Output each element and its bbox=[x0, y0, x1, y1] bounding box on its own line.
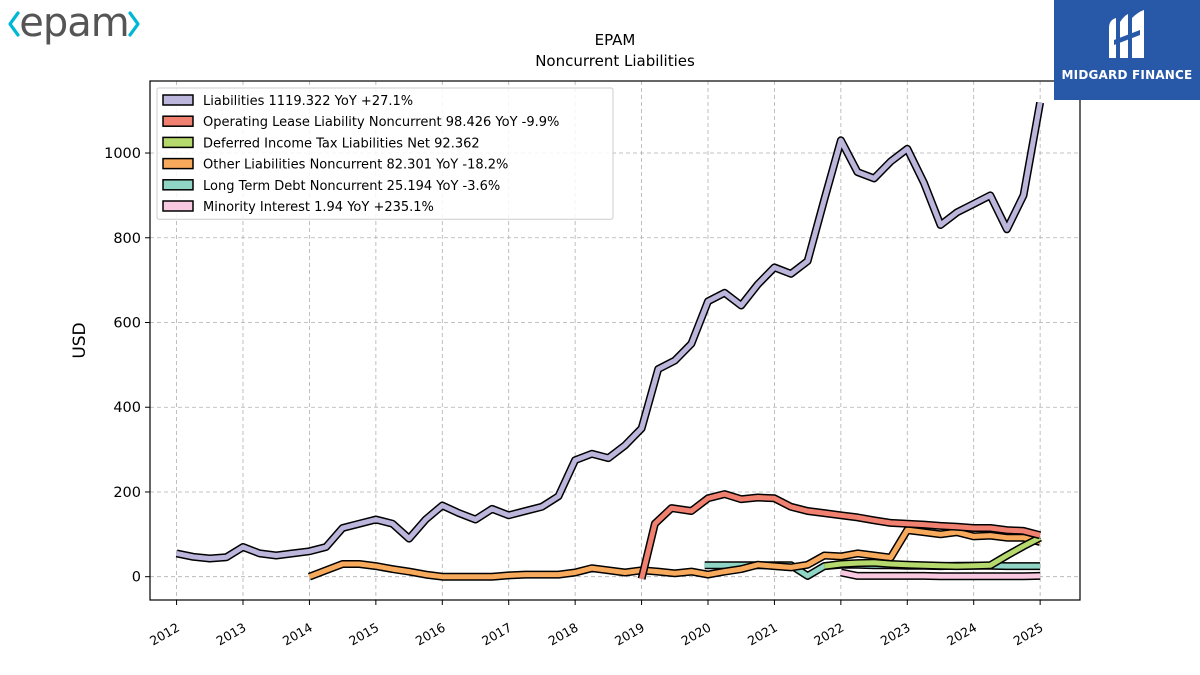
x-tick-label: 2018 bbox=[546, 620, 581, 649]
series-line bbox=[823, 535, 1042, 569]
legend-label: Deferred Income Tax Liabilities Net 92.3… bbox=[203, 136, 480, 151]
y-tick-label: 200 bbox=[113, 485, 141, 501]
series-0 bbox=[175, 101, 1045, 563]
legend-entry-0: Liabilities 1119.322 YoY +27.1% bbox=[162, 94, 413, 109]
legend-label: Minority Interest 1.94 YoY +235.1% bbox=[203, 200, 434, 215]
x-tick-label: 2019 bbox=[612, 620, 647, 649]
y-tick-label: 1000 bbox=[104, 146, 141, 162]
x-tick-label: 2020 bbox=[678, 620, 713, 649]
series-line bbox=[639, 491, 1041, 580]
x-tick-label: 2013 bbox=[213, 620, 248, 649]
x-tick-label: 2017 bbox=[479, 620, 514, 649]
y-axis-label: USD bbox=[70, 322, 90, 358]
legend-swatch bbox=[162, 157, 194, 170]
legend-box bbox=[156, 87, 614, 220]
x-tick-label: 2023 bbox=[878, 620, 913, 649]
plot-frame bbox=[149, 80, 1081, 601]
legend-entry-3: Other Liabilities Noncurrent 82.301 YoY … bbox=[162, 157, 508, 173]
y-tick-label: 400 bbox=[113, 400, 141, 416]
x-tick-label: 2021 bbox=[745, 620, 780, 649]
y-tick-label: 600 bbox=[113, 315, 141, 331]
midgard-logo-text: MIDGARD FINANCE bbox=[1061, 68, 1193, 82]
legend-entry-5: Minority Interest 1.94 YoY +235.1% bbox=[162, 200, 434, 215]
legend-swatch bbox=[162, 115, 194, 127]
chart-subtitle: Noncurrent Liabilities bbox=[535, 52, 695, 70]
series-3 bbox=[307, 526, 1042, 581]
y-tick-label: 0 bbox=[132, 570, 141, 586]
legend-swatch bbox=[162, 94, 194, 106]
epam-logo: epam bbox=[4, 0, 144, 52]
legend-label: Other Liabilities Noncurrent 82.301 YoY … bbox=[203, 158, 508, 173]
x-tick-label: 2022 bbox=[811, 620, 846, 649]
midgard-emblem-icon bbox=[1109, 10, 1144, 58]
legend-label: Liabilities 1119.322 YoY +27.1% bbox=[203, 94, 413, 109]
x-tick-label: 2016 bbox=[413, 620, 448, 649]
x-tick-label: 2012 bbox=[147, 620, 182, 649]
logo-chevron-left-icon bbox=[8, 11, 20, 37]
legend-swatch bbox=[162, 136, 194, 149]
legend-swatch bbox=[162, 200, 194, 212]
x-tick-label: 2024 bbox=[944, 620, 979, 649]
legend-entry-4: Long Term Debt Noncurrent 25.194 YoY -3.… bbox=[162, 179, 500, 194]
logo-chevron-right-icon bbox=[128, 11, 140, 37]
series-line bbox=[840, 570, 1041, 579]
x-tick-label: 2025 bbox=[1011, 620, 1046, 649]
chart-title: EPAM bbox=[594, 31, 636, 49]
y-axis-ticks: 0 200 400 600 800 1000 bbox=[104, 146, 150, 586]
series-5 bbox=[840, 568, 1041, 581]
midgard-finance-logo: MIDGARD FINANCE bbox=[1054, 0, 1200, 100]
x-axis-ticks: 2012 2013 2014 2015 2016 2017 2018 2019 2020 2021… bbox=[147, 600, 1046, 649]
series-line bbox=[176, 102, 1043, 561]
legend-label: Operating Lease Liability Noncurrent 98.… bbox=[203, 115, 559, 130]
legend-swatch bbox=[162, 179, 194, 191]
series-1 bbox=[637, 490, 1042, 580]
series-2 bbox=[823, 534, 1042, 571]
legend-entry-1: Operating Lease Liability Noncurrent 98.… bbox=[162, 115, 559, 130]
legend: Liabilities 1119.322 YoY +27.1% Operating… bbox=[156, 87, 614, 220]
series-line bbox=[308, 527, 1041, 580]
x-tick-label: 2015 bbox=[346, 620, 381, 649]
x-tick-label: 2014 bbox=[280, 620, 315, 649]
legend-label: Long Term Debt Noncurrent 25.194 YoY -3.… bbox=[203, 179, 500, 194]
epam-logo-text: epam bbox=[19, 0, 128, 46]
y-tick-label: 800 bbox=[113, 231, 141, 247]
legend-entry-2: Deferred Income Tax Liabilities Net 92.3… bbox=[162, 136, 480, 151]
series-layer bbox=[175, 101, 1045, 581]
